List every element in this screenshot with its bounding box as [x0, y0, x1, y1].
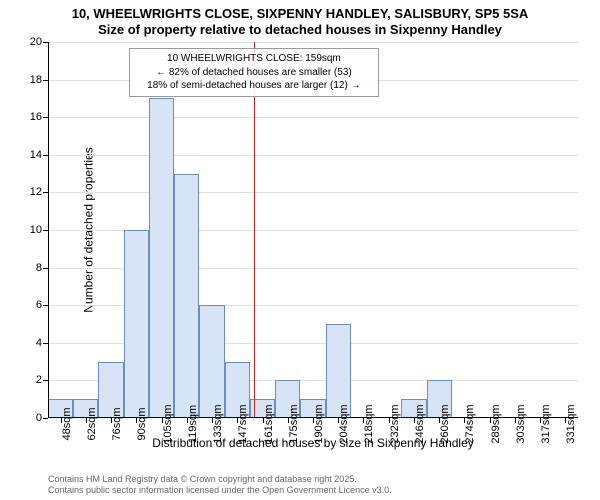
- x-tick-mark: [389, 418, 390, 423]
- x-tick-mark: [136, 418, 137, 423]
- x-tick-mark: [111, 418, 112, 423]
- y-tick-label: 10: [30, 224, 42, 236]
- annotation-box: 10 WHEELWRIGHTS CLOSE: 159sqm← 82% of de…: [129, 48, 379, 97]
- chart-title-main: 10, WHEELWRIGHTS CLOSE, SIXPENNY HANDLEY…: [0, 6, 600, 21]
- footer-attribution: Contains HM Land Registry data © Crown c…: [48, 474, 392, 497]
- histogram-bars: [48, 42, 578, 418]
- x-axis-label: Distribution of detached houses by size …: [48, 436, 578, 450]
- x-tick-mark: [338, 418, 339, 423]
- footer-line-2: Contains public sector information licen…: [48, 485, 392, 496]
- x-tick-mark: [490, 418, 491, 423]
- x-tick-mark: [540, 418, 541, 423]
- x-tick-mark: [187, 418, 188, 423]
- y-tick-label: 20: [30, 36, 42, 48]
- chart-title-sub: Size of property relative to detached ho…: [0, 22, 600, 37]
- y-axis: Number of detached properties 0246810121…: [0, 42, 48, 418]
- x-tick-mark: [237, 418, 238, 423]
- plot-area: 10 WHEELWRIGHTS CLOSE: 159sqm← 82% of de…: [48, 42, 578, 418]
- y-tick-label: 8: [36, 262, 42, 274]
- x-tick-mark: [439, 418, 440, 423]
- y-tick-label: 12: [30, 186, 42, 198]
- x-tick-mark: [464, 418, 465, 423]
- y-tick-label: 18: [30, 74, 42, 86]
- chart-container: 10, WHEELWRIGHTS CLOSE, SIXPENNY HANDLEY…: [0, 0, 600, 500]
- x-tick-mark: [86, 418, 87, 423]
- y-tick-label: 0: [36, 412, 42, 424]
- annotation-line: ← 82% of detached houses are smaller (53…: [136, 66, 372, 80]
- reference-line: [254, 42, 256, 418]
- footer-line-1: Contains HM Land Registry data © Crown c…: [48, 474, 392, 485]
- x-tick-mark: [162, 418, 163, 423]
- y-tick-label: 2: [36, 374, 42, 386]
- histogram-bar: [174, 174, 199, 418]
- y-tick-label: 6: [36, 299, 42, 311]
- x-tick-mark: [414, 418, 415, 423]
- histogram-bar: [149, 98, 174, 418]
- x-tick-mark: [565, 418, 566, 423]
- histogram-bar: [199, 305, 224, 418]
- x-tick-mark: [212, 418, 213, 423]
- x-tick-mark: [288, 418, 289, 423]
- annotation-line: 18% of semi-detached houses are larger (…: [136, 79, 372, 93]
- x-tick-mark: [313, 418, 314, 423]
- histogram-bar: [124, 230, 149, 418]
- x-tick-mark: [61, 418, 62, 423]
- x-tick-mark: [263, 418, 264, 423]
- y-tick-label: 4: [36, 337, 42, 349]
- annotation-line: 10 WHEELWRIGHTS CLOSE: 159sqm: [136, 52, 372, 66]
- y-tick-label: 16: [30, 111, 42, 123]
- y-axis-line: [48, 42, 49, 418]
- x-tick-mark: [515, 418, 516, 423]
- x-tick-mark: [363, 418, 364, 423]
- y-tick-label: 14: [30, 149, 42, 161]
